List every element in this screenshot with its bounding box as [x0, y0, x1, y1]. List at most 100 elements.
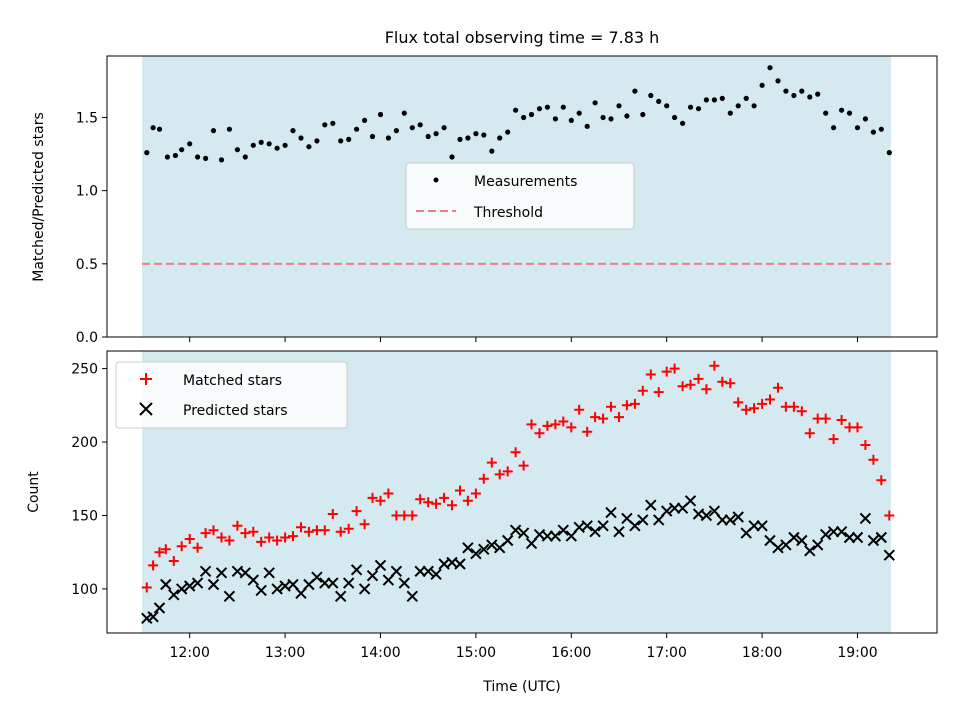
measurement-point — [210, 128, 217, 134]
predicted-star-point — [708, 505, 721, 517]
measurement-point — [362, 117, 368, 123]
matched-star-point — [462, 495, 473, 506]
predicted-star-point — [247, 574, 260, 586]
top-axes-frame — [106, 55, 938, 338]
predicted-star-point — [153, 602, 166, 614]
measurement-point — [385, 135, 391, 141]
measurement-point — [242, 154, 248, 160]
measurement-point — [854, 125, 861, 131]
legend-measurements-label: Measurements — [474, 174, 577, 190]
matched-star-point — [621, 400, 632, 411]
matched-star-point — [749, 403, 760, 414]
matched-star-point — [518, 460, 529, 471]
bottom-axes-frame — [106, 350, 938, 634]
measurement-point — [164, 154, 170, 160]
matched-star-point — [256, 536, 267, 547]
measurement-point — [203, 155, 209, 161]
legend-threshold-label: Threshold — [473, 205, 543, 221]
measurement-point — [886, 150, 892, 156]
measurement-point — [282, 142, 288, 148]
matched-star-point — [629, 398, 640, 409]
bottom-y-tick-label: 150 — [71, 509, 98, 525]
legend-predicted-marker — [139, 402, 153, 416]
measurement-point — [528, 111, 535, 118]
matched-star-point — [645, 369, 656, 380]
predicted-star-point — [637, 514, 649, 526]
matched-star-point — [765, 394, 775, 405]
top-y-axis-label: Matched/Predicted stars — [31, 112, 47, 282]
measurement-point — [703, 97, 710, 103]
measurement-point — [640, 111, 646, 118]
matched-star-point — [216, 532, 227, 543]
measurement-point — [409, 125, 415, 131]
matched-star-point — [272, 535, 283, 546]
matched-star-point — [542, 420, 553, 431]
matched-star-point — [160, 544, 171, 555]
chart-title: Flux total observing time = 7.83 h — [385, 28, 660, 47]
predicted-star-point — [501, 534, 514, 547]
measurement-point — [672, 114, 678, 121]
predicted-star-point — [597, 520, 609, 532]
legend-measurements-marker — [433, 177, 439, 183]
measurement-point — [727, 110, 733, 116]
measurement-point — [807, 94, 813, 100]
predicted-star-point — [147, 611, 159, 623]
measurement-point — [767, 65, 773, 71]
matched-star-point — [351, 506, 362, 517]
predicted-star-point — [366, 569, 379, 582]
matched-star-point — [343, 523, 354, 534]
matched-star-point — [296, 522, 306, 533]
matched-star-point — [431, 498, 442, 509]
predicted-star-point — [565, 530, 578, 542]
measurement-point — [433, 131, 439, 137]
measurement-point — [648, 92, 654, 99]
measurement-point — [187, 141, 193, 147]
predicted-star-point — [430, 568, 442, 581]
measurement-point — [298, 135, 304, 141]
matched-star-point — [224, 535, 235, 546]
measurement-point — [489, 148, 495, 154]
measurement-point — [330, 120, 336, 126]
matched-star-point — [148, 560, 159, 571]
matched-star-point — [669, 363, 680, 374]
measurement-point — [831, 125, 837, 131]
measurement-point — [751, 103, 757, 109]
matched-star-point — [788, 401, 799, 412]
predicted-star-point — [255, 584, 267, 597]
predicted-star-point — [509, 524, 522, 536]
predicted-star-point — [756, 520, 768, 532]
matched-star-point — [248, 526, 259, 537]
measurement-point — [521, 114, 527, 121]
top-panel: 0.0 0.5 1.0 1.5 Matched/Predicted stars Mea… — [31, 55, 938, 346]
predicted-star-point — [788, 531, 800, 544]
matched-star-point — [423, 497, 434, 508]
measurement-point — [791, 92, 797, 99]
matched-star-point — [796, 406, 807, 417]
measurement-point — [592, 100, 598, 106]
matched-star-point — [240, 528, 251, 539]
measurement-point — [234, 147, 240, 153]
bottom-y-ticks: 100 150 200 250 — [71, 362, 107, 598]
measurement-point — [839, 107, 845, 113]
measurement-point — [775, 78, 781, 84]
matched-star-point — [590, 412, 601, 423]
matched-star-point — [773, 382, 783, 393]
matched-star-point — [598, 413, 609, 424]
predicted-star-point — [311, 571, 323, 583]
measurement-point — [878, 126, 884, 132]
measurement-point — [624, 113, 630, 119]
top-legend-box — [405, 162, 635, 230]
predicted-star-point — [207, 578, 220, 591]
top-y-tick-label: 1.0 — [76, 184, 98, 200]
predicted-star-point — [796, 534, 808, 547]
matched-star-point — [709, 360, 720, 371]
predicted-star-point — [613, 525, 625, 538]
matched-star-point — [852, 422, 863, 433]
predicted-star-point — [327, 577, 339, 589]
predicted-star-point — [406, 590, 419, 603]
measurement-point — [481, 132, 487, 138]
predicted-star-point — [342, 577, 355, 589]
measurement-point — [195, 154, 201, 160]
matched-star-point — [685, 379, 696, 390]
matched-star-point — [820, 413, 831, 424]
